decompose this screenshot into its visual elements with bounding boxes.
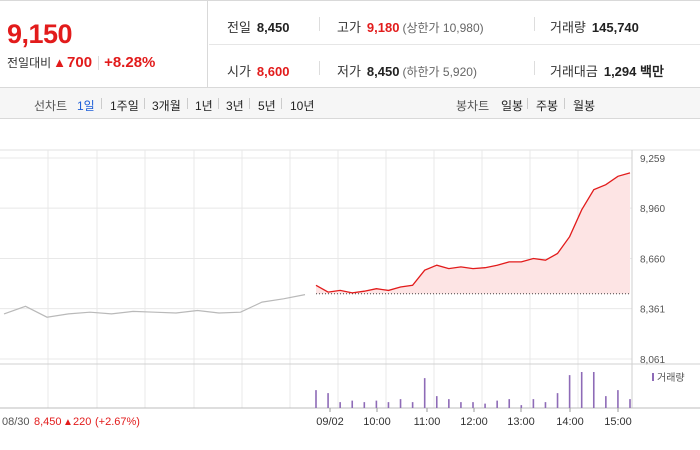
volume-bar bbox=[411, 402, 414, 408]
volume-bar bbox=[544, 402, 547, 408]
tab-10-years[interactable]: 10년 bbox=[290, 99, 315, 113]
tab-weekly[interactable]: 주봉 bbox=[536, 99, 559, 113]
x-tick-label: 15:00 bbox=[604, 416, 632, 428]
divider bbox=[101, 98, 102, 109]
prev-day-close: 8,450 bbox=[34, 416, 62, 428]
candle-chart-label: 봉차트 bbox=[456, 99, 490, 113]
chart-period-tabs: 선차트 1일 1주일 3개월 1년 3년 5년 10년 봉차트 일봉 주봉 월봉 bbox=[0, 88, 700, 119]
volume-bar bbox=[339, 402, 341, 408]
volume-bar bbox=[629, 399, 631, 408]
prev-day-line bbox=[3, 294, 306, 318]
price-tick-label: 8,660 bbox=[640, 255, 665, 266]
volume-bar bbox=[435, 396, 438, 408]
change-value: 700 bbox=[67, 54, 93, 71]
x-tick-label: 13:00 bbox=[507, 416, 535, 428]
divider bbox=[319, 17, 320, 31]
x-tick-label: 14:00 bbox=[556, 416, 584, 428]
prev-day-change-pct: (+2.67%) bbox=[95, 416, 140, 428]
price-chart-svg: 9,259 8,960 8,660 8,361 8,061 거래량 09/02 10:00 11… bbox=[0, 149, 700, 428]
tab-1-day[interactable]: 1일 bbox=[77, 99, 95, 113]
tab-1-week[interactable]: 1주일 bbox=[110, 99, 139, 113]
volume-bar bbox=[375, 400, 378, 408]
volume-bar bbox=[460, 402, 462, 408]
x-tick-label: 11:00 bbox=[414, 416, 441, 428]
volume-bar bbox=[472, 402, 474, 408]
up-arrow-icon: ▲ bbox=[53, 55, 67, 70]
volume-bar bbox=[363, 402, 366, 408]
x-tick-label: 09/02 bbox=[316, 416, 344, 428]
current-price: 9,150 bbox=[7, 19, 73, 49]
divider bbox=[527, 98, 528, 109]
price-box: 9,150 전일대비 ▲ 700 +8.28% bbox=[0, 1, 208, 88]
day-high: 고가 9,180 (상한가 10,980) bbox=[337, 20, 484, 35]
divider bbox=[98, 55, 100, 70]
tab-5-years[interactable]: 5년 bbox=[258, 99, 276, 113]
volume-bar bbox=[448, 399, 450, 408]
quote-header: 9,150 전일대비 ▲ 700 +8.28% 전일 8,450 고가 9,180(… bbox=[0, 0, 700, 88]
price-tick-label: 8,361 bbox=[640, 305, 665, 316]
line-chart-label: 선차트 bbox=[34, 99, 68, 113]
divider bbox=[144, 98, 145, 109]
volume-bar bbox=[387, 402, 390, 408]
x-tick-label: 10:00 bbox=[363, 416, 391, 428]
open-price: 시가 8,600 bbox=[227, 64, 290, 79]
change-row: 전일대비 ▲ 700 +8.28% bbox=[7, 54, 155, 71]
divider bbox=[249, 98, 250, 109]
prev-close: 전일 8,450 bbox=[227, 20, 290, 35]
x-tick-label: 12:00 bbox=[460, 416, 488, 428]
tab-monthly[interactable]: 월봉 bbox=[573, 99, 596, 113]
turnover: 거래대금 1,294 백만 bbox=[550, 64, 664, 79]
tab-daily[interactable]: 일봉 bbox=[501, 99, 524, 113]
price-tick-label: 8,960 bbox=[640, 204, 665, 215]
volume-legend-swatch bbox=[652, 373, 654, 381]
today-area-fill bbox=[316, 172, 630, 294]
divider bbox=[209, 44, 700, 45]
volume-bar bbox=[496, 400, 498, 408]
volume-bar bbox=[617, 390, 619, 408]
volume-bar bbox=[568, 375, 571, 408]
tab-1-year[interactable]: 1년 bbox=[195, 99, 213, 113]
change-label: 전일대비 bbox=[7, 56, 52, 70]
change-percent: +8.28% bbox=[104, 54, 156, 71]
divider bbox=[564, 98, 565, 109]
volume: 거래량 145,740 bbox=[550, 20, 639, 35]
volume-bar bbox=[315, 390, 317, 408]
volume-legend-label: 거래량 bbox=[657, 372, 685, 384]
volume-bar bbox=[508, 399, 511, 408]
volume-bar bbox=[605, 396, 607, 408]
volume-bar bbox=[423, 378, 426, 408]
prev-day-arrow-icon: ▲ bbox=[63, 417, 73, 428]
day-low: 저가 8,450 (하한가 5,920) bbox=[337, 64, 477, 79]
volume-bar bbox=[520, 405, 523, 408]
divider bbox=[319, 61, 320, 75]
price-tick-label: 9,259 bbox=[640, 154, 665, 165]
tab-3-months[interactable]: 3개월 bbox=[152, 99, 181, 113]
volume-bar bbox=[592, 372, 595, 408]
volume-bar bbox=[484, 403, 486, 408]
divider bbox=[218, 98, 219, 109]
divider bbox=[534, 17, 535, 31]
price-tick-label: 8,061 bbox=[640, 355, 665, 366]
volume-bar bbox=[351, 400, 354, 408]
volume-bar bbox=[327, 393, 329, 408]
divider bbox=[534, 61, 535, 75]
divider bbox=[281, 98, 282, 109]
prev-day-change: 220 bbox=[73, 416, 91, 428]
prev-day-date: 08/30 bbox=[2, 416, 30, 428]
divider bbox=[187, 98, 188, 109]
volume-bar bbox=[580, 372, 583, 408]
volume-bar bbox=[532, 399, 535, 408]
price-chart: 9,259 8,960 8,660 8,361 8,061 거래량 09/02 10:00 11… bbox=[0, 120, 700, 450]
quote-details: 전일 8,450 고가 9,180 (상한가 10,980) 거래량 145,740 시… bbox=[209, 1, 700, 88]
volume-bar bbox=[399, 399, 402, 408]
volume-bar bbox=[556, 393, 559, 408]
tab-3-years[interactable]: 3년 bbox=[226, 99, 244, 113]
